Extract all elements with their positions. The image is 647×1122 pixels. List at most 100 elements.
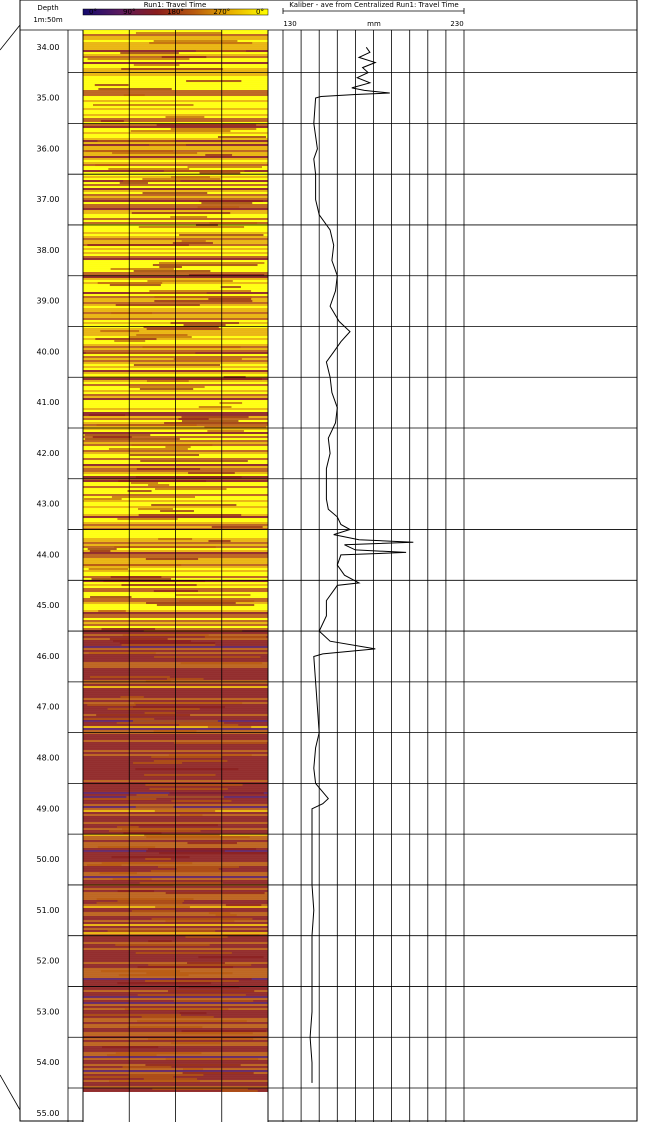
frame xyxy=(19,0,638,1122)
image-texture xyxy=(170,322,239,325)
image-texture xyxy=(225,904,262,907)
image-texture xyxy=(172,242,213,245)
image-texture xyxy=(117,900,185,903)
image-texture xyxy=(175,978,252,981)
image-texture xyxy=(87,244,189,247)
image-texture xyxy=(123,180,181,183)
color-bar xyxy=(82,8,269,16)
depth-label: 54.00 xyxy=(37,1058,60,1067)
image-texture xyxy=(173,1000,254,1003)
image-texture xyxy=(121,68,223,71)
image-texture xyxy=(87,58,190,61)
image-texture xyxy=(110,268,174,271)
image-texture xyxy=(114,340,146,343)
image-texture xyxy=(175,594,251,597)
image-texture xyxy=(127,490,152,493)
image-texture xyxy=(133,270,211,273)
depth-title: Depth xyxy=(37,4,58,12)
image-texture xyxy=(148,964,252,967)
image-texture xyxy=(93,104,194,107)
image-texture xyxy=(138,508,173,511)
image-texture xyxy=(146,836,250,839)
image-texture xyxy=(101,862,193,865)
image-tick-label: 0° xyxy=(256,8,264,16)
image-texture xyxy=(138,514,242,517)
image-texture xyxy=(161,56,207,59)
image-texture xyxy=(107,930,216,933)
image-texture xyxy=(116,722,225,725)
image-texture xyxy=(187,842,237,845)
image-texture xyxy=(183,324,226,327)
image-texture xyxy=(197,206,240,209)
image-texture xyxy=(87,704,136,707)
image-texture xyxy=(146,380,189,383)
image-texture xyxy=(108,448,188,451)
depth-label: 42.00 xyxy=(37,449,60,458)
image-texture xyxy=(91,578,172,581)
image-texture xyxy=(127,1026,203,1029)
image-texture xyxy=(149,144,187,147)
image-texture xyxy=(97,846,156,849)
image-texture xyxy=(221,1090,258,1092)
image-texture xyxy=(188,274,265,277)
depth-label: 45.00 xyxy=(37,601,60,610)
image-texture xyxy=(147,848,257,851)
image-texture xyxy=(111,856,190,859)
image-texture xyxy=(128,1074,204,1077)
image-texture xyxy=(168,754,252,757)
image-texture xyxy=(136,794,168,797)
image-texture xyxy=(179,1012,207,1015)
image-texture xyxy=(211,526,263,529)
image-texture xyxy=(149,290,252,293)
image-texture xyxy=(171,800,232,803)
image-texture xyxy=(146,328,221,331)
image-texture xyxy=(96,714,191,717)
image-texture xyxy=(135,768,239,771)
image-texture xyxy=(98,88,172,91)
image-texture xyxy=(120,52,179,55)
image-texture xyxy=(122,634,209,637)
image-texture xyxy=(167,990,255,993)
image-texture xyxy=(198,406,232,409)
image-tick-label: 90° xyxy=(123,8,135,16)
depth-label: 37.00 xyxy=(37,195,60,204)
image-texture xyxy=(142,192,208,195)
image-texture xyxy=(145,1064,241,1067)
depth-label: 39.00 xyxy=(37,297,60,306)
image-tick-label: 270° xyxy=(213,8,230,16)
image-texture xyxy=(204,636,267,639)
depth-label: 50.00 xyxy=(37,855,60,864)
image-texture xyxy=(143,326,219,329)
image-texture xyxy=(110,576,162,579)
image-texture xyxy=(94,84,129,87)
image-texture xyxy=(103,580,206,583)
image-texture xyxy=(131,212,231,215)
image-texture xyxy=(178,418,209,421)
image-texture xyxy=(90,596,132,599)
image-texture xyxy=(121,644,216,647)
image-texture xyxy=(134,702,243,705)
image-texture xyxy=(118,974,189,977)
depth-label: 52.00 xyxy=(37,957,60,966)
image-texture xyxy=(179,600,255,603)
image-texture xyxy=(159,266,182,269)
image-texture xyxy=(157,866,240,869)
image-texture xyxy=(97,140,176,143)
image-texture xyxy=(131,444,213,447)
image-texture xyxy=(205,154,233,157)
image-texture xyxy=(148,484,170,487)
image-texture xyxy=(137,966,234,969)
depth-label: 41.00 xyxy=(37,398,60,407)
image-texture xyxy=(84,498,122,501)
image-texture xyxy=(96,898,194,901)
image-texture xyxy=(109,638,168,641)
image-texture xyxy=(199,172,241,175)
image-texture xyxy=(171,1042,221,1045)
image-texture xyxy=(181,416,249,419)
image-texture xyxy=(147,280,233,283)
image-texture xyxy=(119,642,216,645)
depth-label: 38.00 xyxy=(37,246,60,255)
depth-label: 55.00 xyxy=(37,1109,60,1118)
image-texture xyxy=(188,472,235,475)
image-texture xyxy=(152,264,258,267)
